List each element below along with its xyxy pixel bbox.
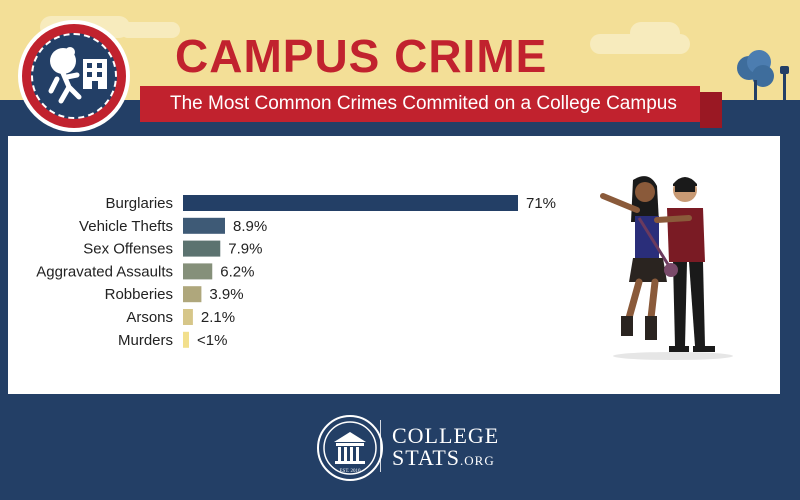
student-figure xyxy=(600,176,692,340)
bar-chart: Burglaries 71% Vehicle Thefts 8.9% Sex Offen… xyxy=(36,195,556,349)
cloud xyxy=(630,22,680,44)
sky-background xyxy=(0,0,800,100)
footer-brand-line2[interactable]: STATS.ORG xyxy=(392,446,495,473)
lamppost-icon xyxy=(780,66,789,106)
couple-illustration xyxy=(600,176,733,360)
tree-icon xyxy=(737,50,774,102)
category-label: Sex Offenses xyxy=(83,241,173,258)
category-label: Murders xyxy=(118,332,173,349)
category-label: Aggravated Assaults xyxy=(36,263,173,280)
category-label: Vehicle Thefts xyxy=(79,218,173,235)
footer-brand-main: STATS xyxy=(392,445,461,470)
page-subtitle: The Most Common Crimes Commited on a Col… xyxy=(170,93,677,114)
value-label: 7.9% xyxy=(228,241,262,258)
subtitle-ribbon xyxy=(140,86,700,122)
value-label: 71% xyxy=(526,195,556,212)
page-title: CAMPUS CRIME xyxy=(175,30,548,82)
bar xyxy=(183,309,193,325)
ribbon-tail xyxy=(700,92,722,128)
footer-brand-suffix: .ORG xyxy=(460,453,495,468)
value-label: 6.2% xyxy=(220,263,254,280)
bar xyxy=(183,331,189,348)
header-badge xyxy=(18,20,130,132)
category-label: Robberies xyxy=(105,286,173,303)
chart-panel: Burglaries 71% Vehicle Thefts 8.9% Sex Offen… xyxy=(8,136,780,394)
seal-text: EST. 2010 xyxy=(339,469,361,474)
value-label: 8.9% xyxy=(233,218,267,235)
footer-brand-line1[interactable]: COLLEGE xyxy=(392,423,500,448)
badge-inner xyxy=(31,33,117,119)
bar xyxy=(183,286,202,303)
category-label: Burglaries xyxy=(105,195,173,212)
bar xyxy=(183,217,225,234)
bar xyxy=(183,263,213,280)
bar xyxy=(183,240,221,257)
burglar-icon xyxy=(48,47,82,104)
category-label: Arsons xyxy=(126,309,173,326)
building-icon xyxy=(83,59,107,89)
cloud xyxy=(120,22,180,38)
value-label: 2.1% xyxy=(201,309,235,326)
value-label: 3.9% xyxy=(209,286,243,303)
footer-divider xyxy=(380,420,381,472)
value-label: <1% xyxy=(197,332,227,349)
college-seal-icon: EST. 2010 xyxy=(317,415,383,481)
bar xyxy=(183,195,518,211)
